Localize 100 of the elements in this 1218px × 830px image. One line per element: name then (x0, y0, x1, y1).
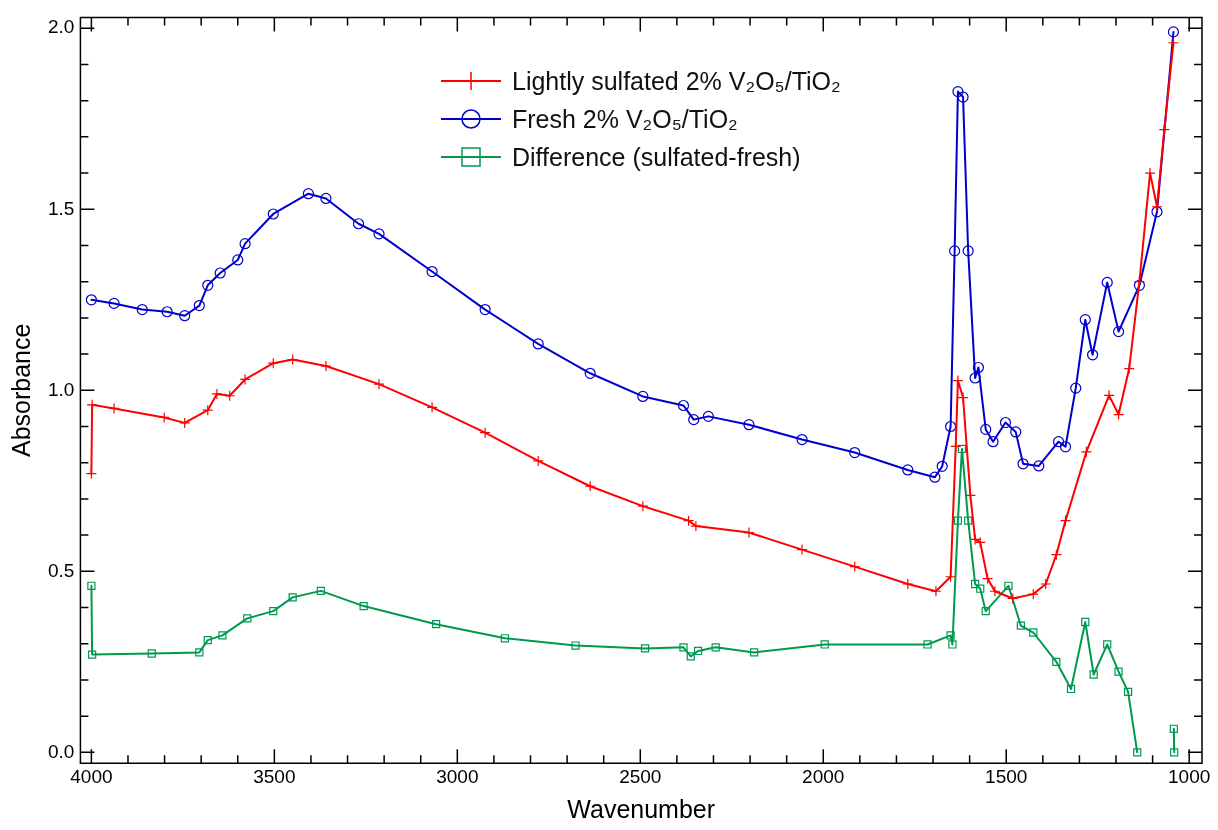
point (1007, 592, 1019, 605)
point (1114, 667, 1123, 676)
y-tick-label: 0.0 (47, 740, 75, 762)
x-tick-label: 1000 (1168, 765, 1211, 787)
point (87, 650, 97, 659)
point (108, 297, 120, 310)
point (929, 471, 941, 483)
point (981, 607, 990, 616)
point (902, 464, 914, 476)
point (1151, 206, 1163, 218)
y-axis-title: Absorbance (6, 323, 35, 458)
legend-label: Fresh 2% V₂O₅/TiO₂ (512, 104, 738, 135)
point (952, 86, 964, 98)
point (1133, 748, 1142, 757)
point (981, 572, 994, 585)
point (316, 586, 325, 596)
point (267, 208, 279, 220)
point (532, 455, 544, 467)
point (202, 279, 214, 291)
point (1103, 389, 1115, 401)
point (202, 404, 214, 416)
point (320, 192, 332, 205)
point (85, 467, 97, 480)
point (86, 399, 98, 411)
point (269, 607, 278, 616)
point (957, 444, 967, 454)
point (161, 306, 173, 318)
point (232, 254, 244, 266)
point (945, 420, 957, 433)
point (288, 593, 297, 602)
point (584, 480, 596, 492)
point (1089, 670, 1098, 679)
point (239, 238, 251, 250)
point (1050, 549, 1062, 561)
point (1167, 26, 1180, 38)
point (571, 641, 580, 650)
point (1059, 441, 1072, 453)
point (964, 516, 973, 525)
point (203, 635, 212, 645)
point (179, 310, 191, 322)
point (693, 646, 703, 656)
point (1010, 426, 1022, 438)
point (902, 578, 914, 590)
point (1033, 460, 1045, 472)
x-tick-label: 3500 (253, 765, 296, 787)
point (1016, 621, 1025, 630)
point (214, 267, 226, 279)
point (431, 620, 441, 629)
point (957, 391, 969, 404)
point (193, 299, 205, 312)
x-tick-label: 1500 (985, 765, 1028, 787)
point (945, 571, 957, 583)
y-tick-label: 1.5 (47, 197, 75, 219)
point (976, 584, 985, 593)
point (179, 417, 191, 429)
point (224, 390, 236, 402)
point (820, 640, 829, 649)
point (85, 294, 97, 306)
point (796, 433, 808, 446)
point (637, 500, 649, 512)
point (743, 419, 755, 431)
point (999, 416, 1012, 429)
point (239, 373, 251, 386)
point (373, 228, 385, 240)
x-tick-label: 4000 (70, 765, 113, 787)
point (1079, 314, 1091, 326)
point (987, 436, 999, 448)
point (195, 648, 204, 657)
point (500, 634, 510, 643)
point (1112, 408, 1125, 421)
point (1112, 326, 1125, 338)
point (686, 652, 695, 661)
point (962, 245, 974, 257)
point (948, 640, 957, 649)
point (936, 460, 948, 472)
point (147, 649, 156, 658)
point (953, 516, 963, 525)
point (969, 372, 981, 384)
point (849, 446, 861, 459)
point (1040, 578, 1052, 590)
point (1169, 724, 1178, 733)
point (320, 360, 332, 372)
point (426, 265, 438, 278)
point (1070, 382, 1082, 394)
point (426, 401, 438, 413)
point (532, 338, 544, 350)
point (679, 643, 688, 652)
point (1052, 436, 1065, 448)
point (970, 579, 980, 589)
x-tick-label: 3000 (436, 765, 479, 787)
point (136, 303, 148, 316)
point (1086, 349, 1099, 361)
point (1052, 657, 1061, 666)
point (108, 402, 120, 414)
point (637, 390, 649, 403)
point (373, 378, 385, 390)
point (359, 601, 368, 611)
point (243, 614, 252, 623)
point (1167, 37, 1180, 49)
point (923, 640, 932, 649)
